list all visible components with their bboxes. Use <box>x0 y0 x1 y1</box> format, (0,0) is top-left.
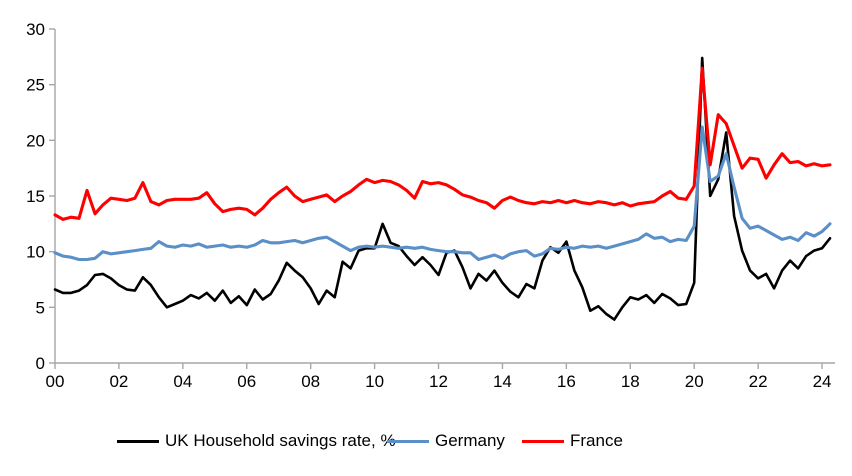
y-axis-tick-label: 20 <box>26 131 45 150</box>
legend-item-germany: Germany <box>387 430 505 452</box>
x-axis-tick-label: 02 <box>109 372 128 391</box>
germany-series-line-icon <box>387 439 429 443</box>
legend-label-france: France <box>570 431 623 450</box>
y-axis-tick-label: 15 <box>26 187 45 206</box>
legend-label-uk: UK Household savings rate, % <box>165 431 396 450</box>
y-axis-tick-label: 25 <box>26 76 45 95</box>
y-axis-tick-label: 30 <box>26 20 45 39</box>
uk-series-line-icon <box>117 439 159 443</box>
x-axis-tick-label: 00 <box>46 372 65 391</box>
x-axis-tick-label: 18 <box>621 372 640 391</box>
x-axis-tick-label: 22 <box>749 372 768 391</box>
series-line-germany <box>53 125 832 262</box>
legend-item-france: France <box>522 430 623 452</box>
x-axis-tick-label: 10 <box>365 372 384 391</box>
x-axis-tick-label: 24 <box>813 372 832 391</box>
chart-legend: UK Household savings rate, % Germany Fra… <box>0 430 852 456</box>
x-axis-tick-label: 14 <box>493 372 512 391</box>
y-axis-tick-label: 10 <box>26 243 45 262</box>
x-axis-tick-label: 08 <box>301 372 320 391</box>
x-axis-tick-label: 06 <box>237 372 256 391</box>
series-line-uk <box>53 56 832 321</box>
france-series-line-icon <box>522 439 564 443</box>
x-axis-tick-label: 04 <box>173 372 192 391</box>
y-axis-tick-label: 5 <box>36 298 45 317</box>
y-axis-tick-label: 0 <box>36 354 45 373</box>
x-axis-tick-label: 16 <box>557 372 576 391</box>
legend-item-uk: UK Household savings rate, % <box>117 430 396 452</box>
x-axis-tick-label: 12 <box>429 372 448 391</box>
x-axis-tick-label: 20 <box>685 372 704 391</box>
series-line-france <box>53 66 832 221</box>
legend-label-germany: Germany <box>435 431 505 450</box>
